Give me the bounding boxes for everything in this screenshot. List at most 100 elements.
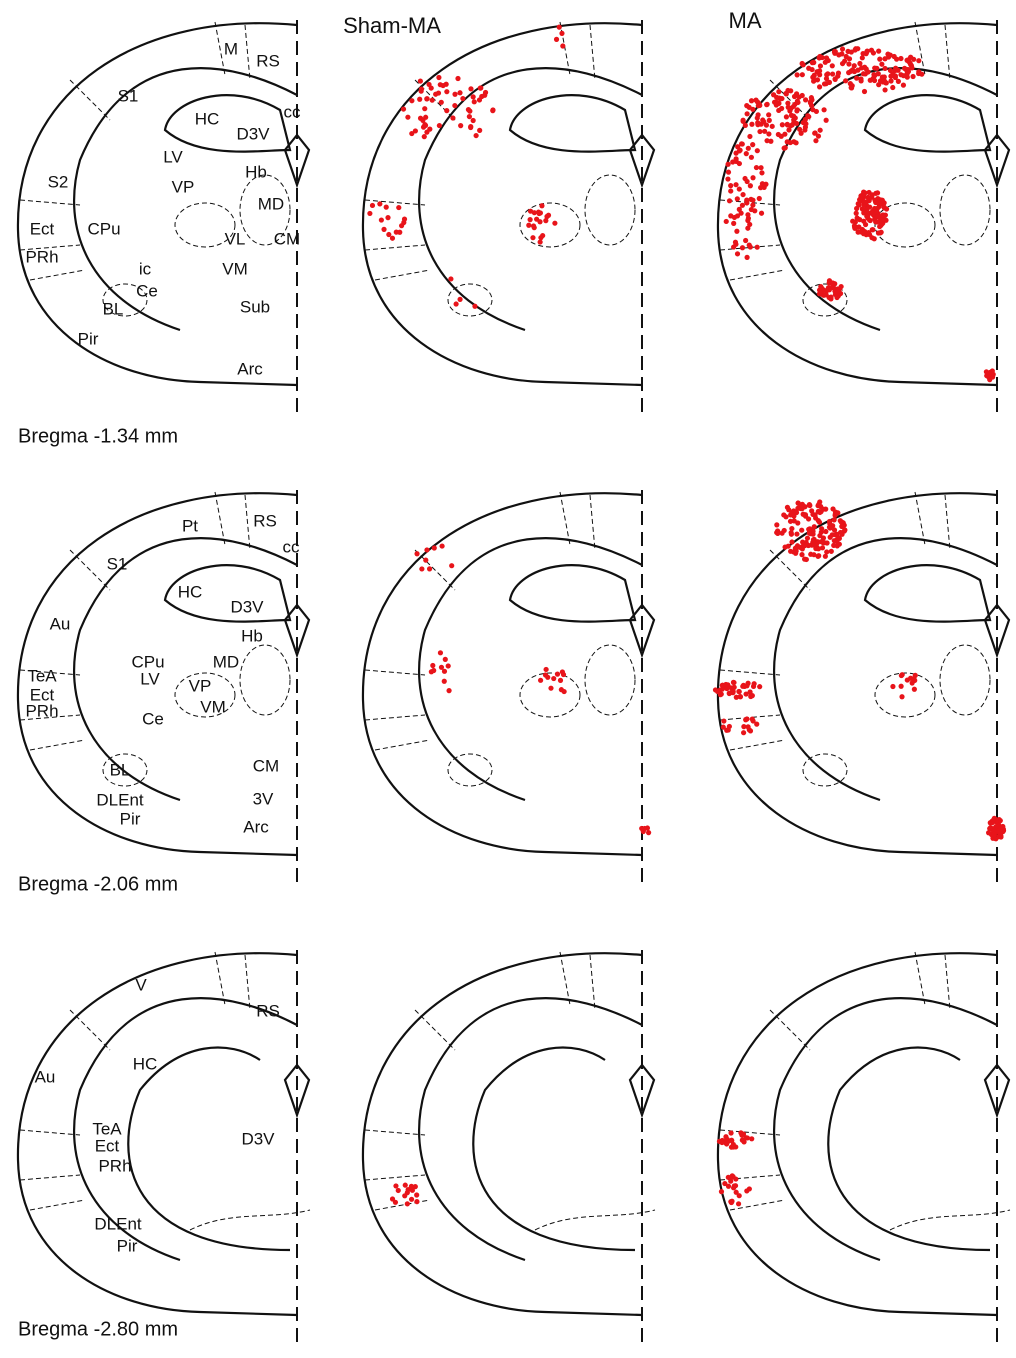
labeled-cell xyxy=(471,118,476,123)
labeled-cell xyxy=(402,217,407,222)
cortex-boundary xyxy=(419,538,642,800)
labeled-cell xyxy=(755,148,760,153)
labeled-cell xyxy=(803,97,808,102)
region-label: LV xyxy=(163,147,183,166)
labeled-cell xyxy=(794,108,799,113)
labeled-cell xyxy=(774,522,779,527)
region-label: BL xyxy=(110,760,131,779)
labeled-cell xyxy=(750,142,755,147)
labeled-cell xyxy=(785,139,790,144)
labeled-cell xyxy=(755,99,760,104)
region-label: VP xyxy=(189,676,212,695)
labeled-cell xyxy=(861,219,866,224)
labeled-cell xyxy=(764,123,769,128)
labeled-cell xyxy=(783,514,788,519)
region-label: HC xyxy=(195,109,220,128)
labeled-cell xyxy=(853,226,858,231)
labeled-cell xyxy=(743,238,748,243)
labeled-cell xyxy=(867,205,872,210)
labeled-cell xyxy=(796,94,801,99)
labeled-cell xyxy=(645,825,650,830)
labeled-cell xyxy=(561,672,566,677)
labeled-cell xyxy=(478,85,483,90)
labeled-cell xyxy=(784,114,789,119)
region-label: VP xyxy=(172,177,195,196)
labeled-cell xyxy=(822,81,827,86)
labeled-cell xyxy=(741,724,746,729)
labeled-cell xyxy=(744,198,749,203)
labeled-cell xyxy=(526,223,531,228)
labeled-cell xyxy=(894,57,899,62)
labeled-cell xyxy=(794,510,799,515)
labeled-cell xyxy=(455,76,460,81)
region-label: Pir xyxy=(117,1236,138,1255)
labeled-cell xyxy=(834,295,839,300)
labeled-cell xyxy=(890,684,895,689)
labeled-cell xyxy=(871,50,876,55)
labeled-cell xyxy=(421,125,426,130)
region-label: Arc xyxy=(243,817,269,836)
labeled-cell xyxy=(419,566,424,571)
labeled-cell xyxy=(740,203,745,208)
labeled-cell xyxy=(888,78,893,83)
labeled-cell xyxy=(477,128,482,133)
labeled-cell xyxy=(800,72,805,77)
thalamic-nucleus xyxy=(585,175,635,245)
labeled-cell xyxy=(377,201,382,206)
labeled-cell xyxy=(864,214,869,219)
labeled-cell xyxy=(850,219,855,224)
labeled-cell xyxy=(782,146,787,151)
labeled-cell xyxy=(809,103,814,108)
labeled-cell xyxy=(828,535,833,540)
labeled-cell xyxy=(737,186,742,191)
labeled-cell xyxy=(744,103,749,108)
labeled-cell xyxy=(370,203,375,208)
labeled-cell xyxy=(467,109,472,114)
column-header: Sham-MA xyxy=(343,13,441,38)
labeled-cell xyxy=(468,124,473,129)
labeled-cell xyxy=(817,84,822,89)
cortex-boundary xyxy=(419,998,642,1260)
labeled-cell xyxy=(879,62,884,67)
labeled-cell xyxy=(750,107,755,112)
hippocampus xyxy=(473,1048,635,1250)
labeled-cell xyxy=(832,517,837,522)
labeled-cell xyxy=(430,98,435,103)
labeled-cell xyxy=(538,678,543,683)
labeled-cell xyxy=(754,722,759,727)
labeled-cell xyxy=(846,70,851,75)
labeled-cell xyxy=(458,123,463,128)
labeled-cell xyxy=(393,1200,398,1205)
labeled-cell xyxy=(847,56,852,61)
labeled-cell xyxy=(895,68,900,73)
labeled-cell xyxy=(771,92,776,97)
labeled-cell xyxy=(750,717,755,722)
labeled-cell xyxy=(862,229,867,234)
labeled-cell xyxy=(843,78,848,83)
region-label: S1 xyxy=(118,86,139,105)
labeled-cell xyxy=(755,120,760,125)
labeled-cell xyxy=(554,37,559,42)
labeled-cell xyxy=(442,679,447,684)
hippocampus xyxy=(510,565,635,621)
labeled-cell xyxy=(446,663,451,668)
labeled-cell xyxy=(452,103,457,108)
labeled-cell xyxy=(399,223,404,228)
labeled-cell xyxy=(405,1201,410,1206)
labeled-cell xyxy=(467,114,472,119)
labeled-cell xyxy=(910,74,915,79)
labeled-cell xyxy=(539,203,544,208)
labeled-cell xyxy=(726,727,731,732)
labeled-cell xyxy=(401,106,406,111)
labeled-cell xyxy=(560,43,565,48)
region-label: CPu xyxy=(87,219,120,238)
labeled-cell xyxy=(530,235,535,240)
region-label: S1 xyxy=(107,554,128,573)
labeled-cell xyxy=(818,290,823,295)
labeled-cell xyxy=(801,543,806,548)
labeled-cell xyxy=(824,118,829,123)
labeled-cell xyxy=(414,1192,419,1197)
region-label: CM xyxy=(274,229,300,248)
labeled-cell xyxy=(409,98,414,103)
labeled-cell xyxy=(452,92,457,97)
